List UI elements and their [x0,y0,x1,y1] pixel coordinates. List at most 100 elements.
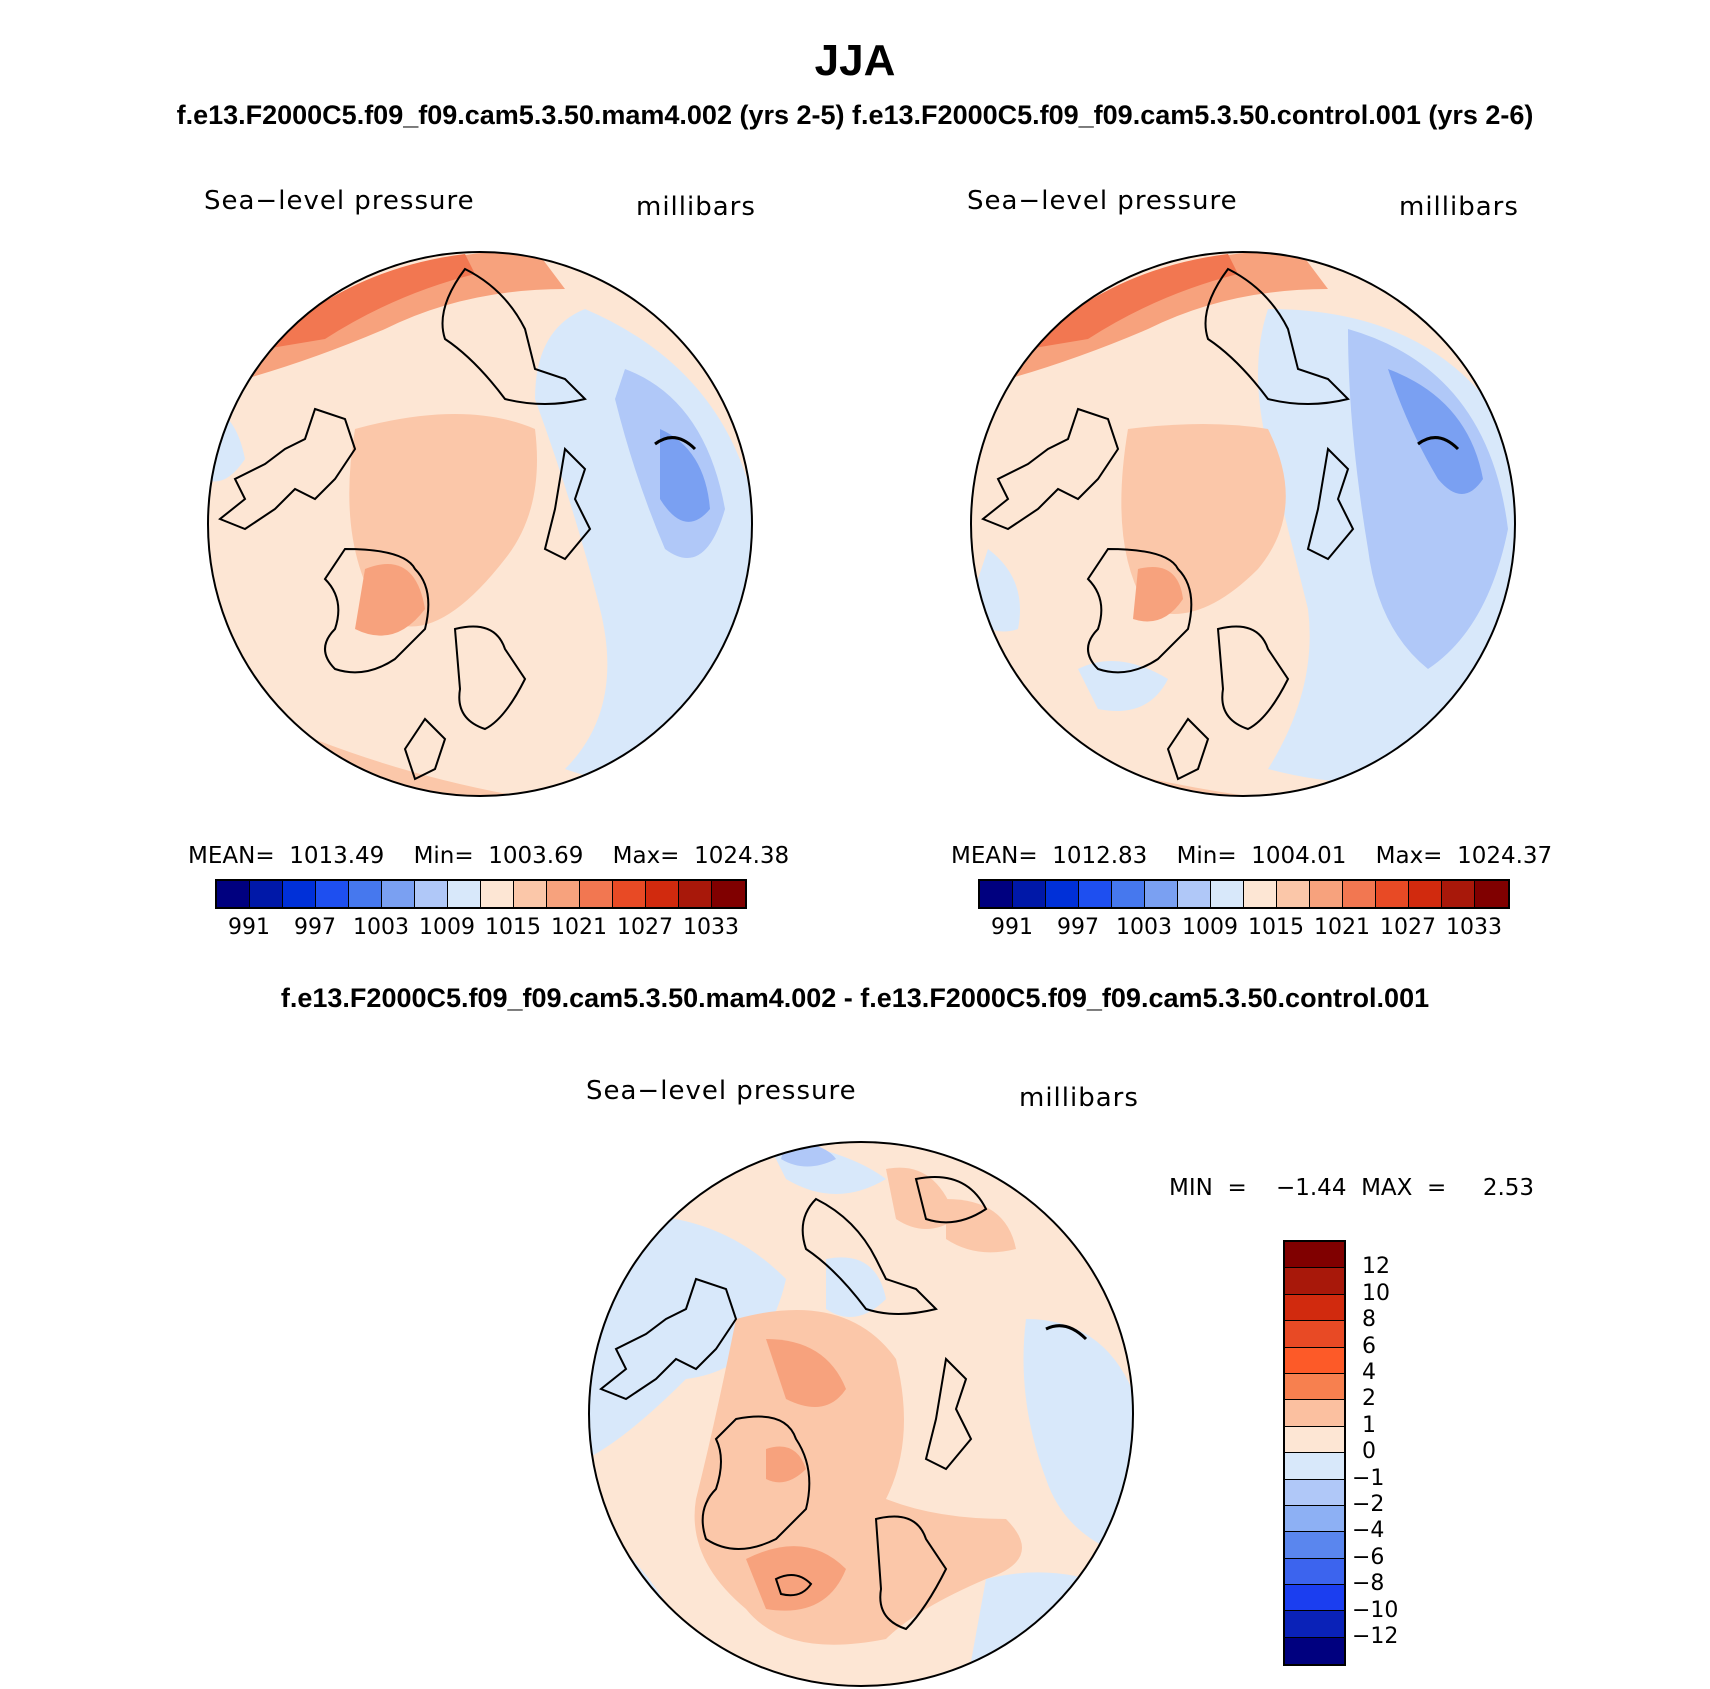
colorbar-tick-label: 1021 [551,915,607,940]
colorbar-tick-label: 991 [228,915,270,940]
colorbar-swatch [1285,1426,1344,1454]
colorbar-swatch [1285,1347,1344,1374]
colorbar-tick-label: −1 [1352,1465,1385,1491]
colorbar-tick-label: 1027 [1380,915,1436,940]
panel3-stats: MIN = −1.44 MAX = 2.53 [1169,1175,1535,1201]
colorbar-swatch [1285,1637,1344,1665]
panel1-colorbar [215,879,747,909]
colorbar-tick-label: −6 [1352,1544,1385,1570]
colorbar-tick-label: −12 [1352,1624,1399,1649]
colorbar-swatch [1442,881,1475,907]
colorbar-swatch [1013,881,1046,907]
colorbar-swatch [547,881,580,907]
colorbar-swatch [1285,1373,1344,1401]
colorbar-swatch [1285,1585,1344,1612]
colorbar-tick-label: 2 [1362,1386,1376,1412]
colorbar-tick-label: 1015 [485,915,541,940]
colorbar-swatch [1285,1400,1344,1427]
colorbar-tick-label: −2 [1352,1492,1385,1517]
colorbar-swatch [1409,881,1442,907]
colorbar-tick-label: 991 [991,915,1033,940]
colorbar-swatch [679,881,712,907]
panel1-colorbar-ticks: 991 997 1003 1009 1015 1021 1027 1033 [215,915,747,941]
colorbar-tick-label: 1009 [419,915,475,940]
colorbar-tick-label: 997 [1057,915,1099,940]
colorbar-tick-label: 0 [1362,1439,1376,1465]
colorbar-swatch [349,881,382,907]
colorbar-tick-label: 1003 [353,915,409,940]
colorbar-tick-label: 1021 [1314,915,1370,940]
colorbar-tick-label: −8 [1352,1571,1385,1597]
colorbar-swatch [1343,881,1376,907]
panel3-colorbar-ticks: 12 10 8 6 4 2 1 0 −1 −2 −4 −6 −8 −10 −12 [1352,1240,1432,1665]
colorbar-swatch [1285,1558,1344,1586]
colorbar-swatch [1178,881,1211,907]
colorbar-swatch [217,881,250,907]
colorbar-tick-label: 1033 [683,915,739,940]
colorbar-swatch [316,881,349,907]
colorbar-swatch [613,881,646,907]
colorbar-swatch [1244,881,1277,907]
colorbar-swatch [382,881,415,907]
colorbar-swatch [980,881,1013,907]
panel2-polar-map [970,251,1516,797]
colorbar-tick-label: 1 [1362,1412,1376,1438]
colorbar-swatch [1211,881,1244,907]
panel1-polar-map [207,251,753,797]
colorbar-tick-label: 1027 [617,915,673,940]
colorbar-swatch [1475,881,1508,907]
colorbar-tick-label: 6 [1362,1333,1376,1359]
colorbar-swatch [1285,1242,1344,1269]
panel2-colorbar [978,879,1510,909]
colorbar-swatch [514,881,547,907]
colorbar-swatch [415,881,448,907]
main-title: JJA [814,36,896,85]
colorbar-tick-label: 1003 [1116,915,1172,940]
colorbar-swatch [580,881,613,907]
colorbar-swatch [448,881,481,907]
colorbar-swatch [1112,881,1145,907]
colorbar-swatch [646,881,679,907]
colorbar-swatch [250,881,283,907]
colorbar-swatch [1376,881,1409,907]
bottom-title: f.e13.F2000C5.f09_f09.cam5.3.50.mam4.002… [280,983,1430,1013]
colorbar-tick-label: −10 [1352,1597,1399,1623]
colorbar-swatch [1285,1453,1344,1480]
colorbar-swatch [1285,1505,1344,1533]
colorbar-swatch [1079,881,1112,907]
colorbar-swatch [283,881,316,907]
panel1-stats: MEAN= 1013.49 Min= 1003.69 Max= 1024.38 [188,843,790,869]
panel2-units-label: millibars [1399,192,1519,222]
colorbar-tick-label: 4 [1362,1360,1376,1385]
colorbar-tick-label: 8 [1362,1307,1376,1333]
colorbar-swatch [1285,1532,1344,1559]
colorbar-tick-label: 997 [294,915,336,940]
colorbar-tick-label: 12 [1362,1254,1390,1280]
colorbar-swatch [1277,881,1310,907]
top-subtitle: f.e13.F2000C5.f09_f09.cam5.3.50.mam4.002… [176,100,1534,130]
colorbar-swatch [712,881,745,907]
colorbar-swatch [1285,1479,1344,1506]
panel2-variable-label: Sea−level pressure [967,186,1238,216]
colorbar-tick-label: 10 [1362,1280,1390,1306]
panel1-units-label: millibars [636,192,756,222]
colorbar-tick-label: 1009 [1182,915,1238,940]
colorbar-swatch [1310,881,1343,907]
panel2-colorbar-ticks: 991 997 1003 1009 1015 1021 1027 1033 [978,915,1510,941]
panel3-polar-map [588,1141,1134,1687]
panel3-variable-label: Sea−level pressure [586,1076,857,1106]
panel3-units-label: millibars [1019,1083,1139,1113]
colorbar-swatch [1285,1611,1344,1638]
colorbar-tick-label: 1033 [1446,915,1502,940]
colorbar-swatch [1145,881,1178,907]
colorbar-swatch [1285,1268,1344,1295]
colorbar-swatch [1285,1294,1344,1322]
panel1-variable-label: Sea−level pressure [204,186,475,216]
colorbar-tick-label: 1015 [1248,915,1304,940]
colorbar-tick-label: −4 [1352,1518,1385,1544]
colorbar-swatch [1046,881,1079,907]
colorbar-swatch [481,881,514,907]
colorbar-swatch [1285,1321,1344,1348]
panel3-colorbar [1283,1240,1346,1667]
panel2-stats: MEAN= 1012.83 Min= 1004.01 Max= 1024.37 [951,843,1553,869]
